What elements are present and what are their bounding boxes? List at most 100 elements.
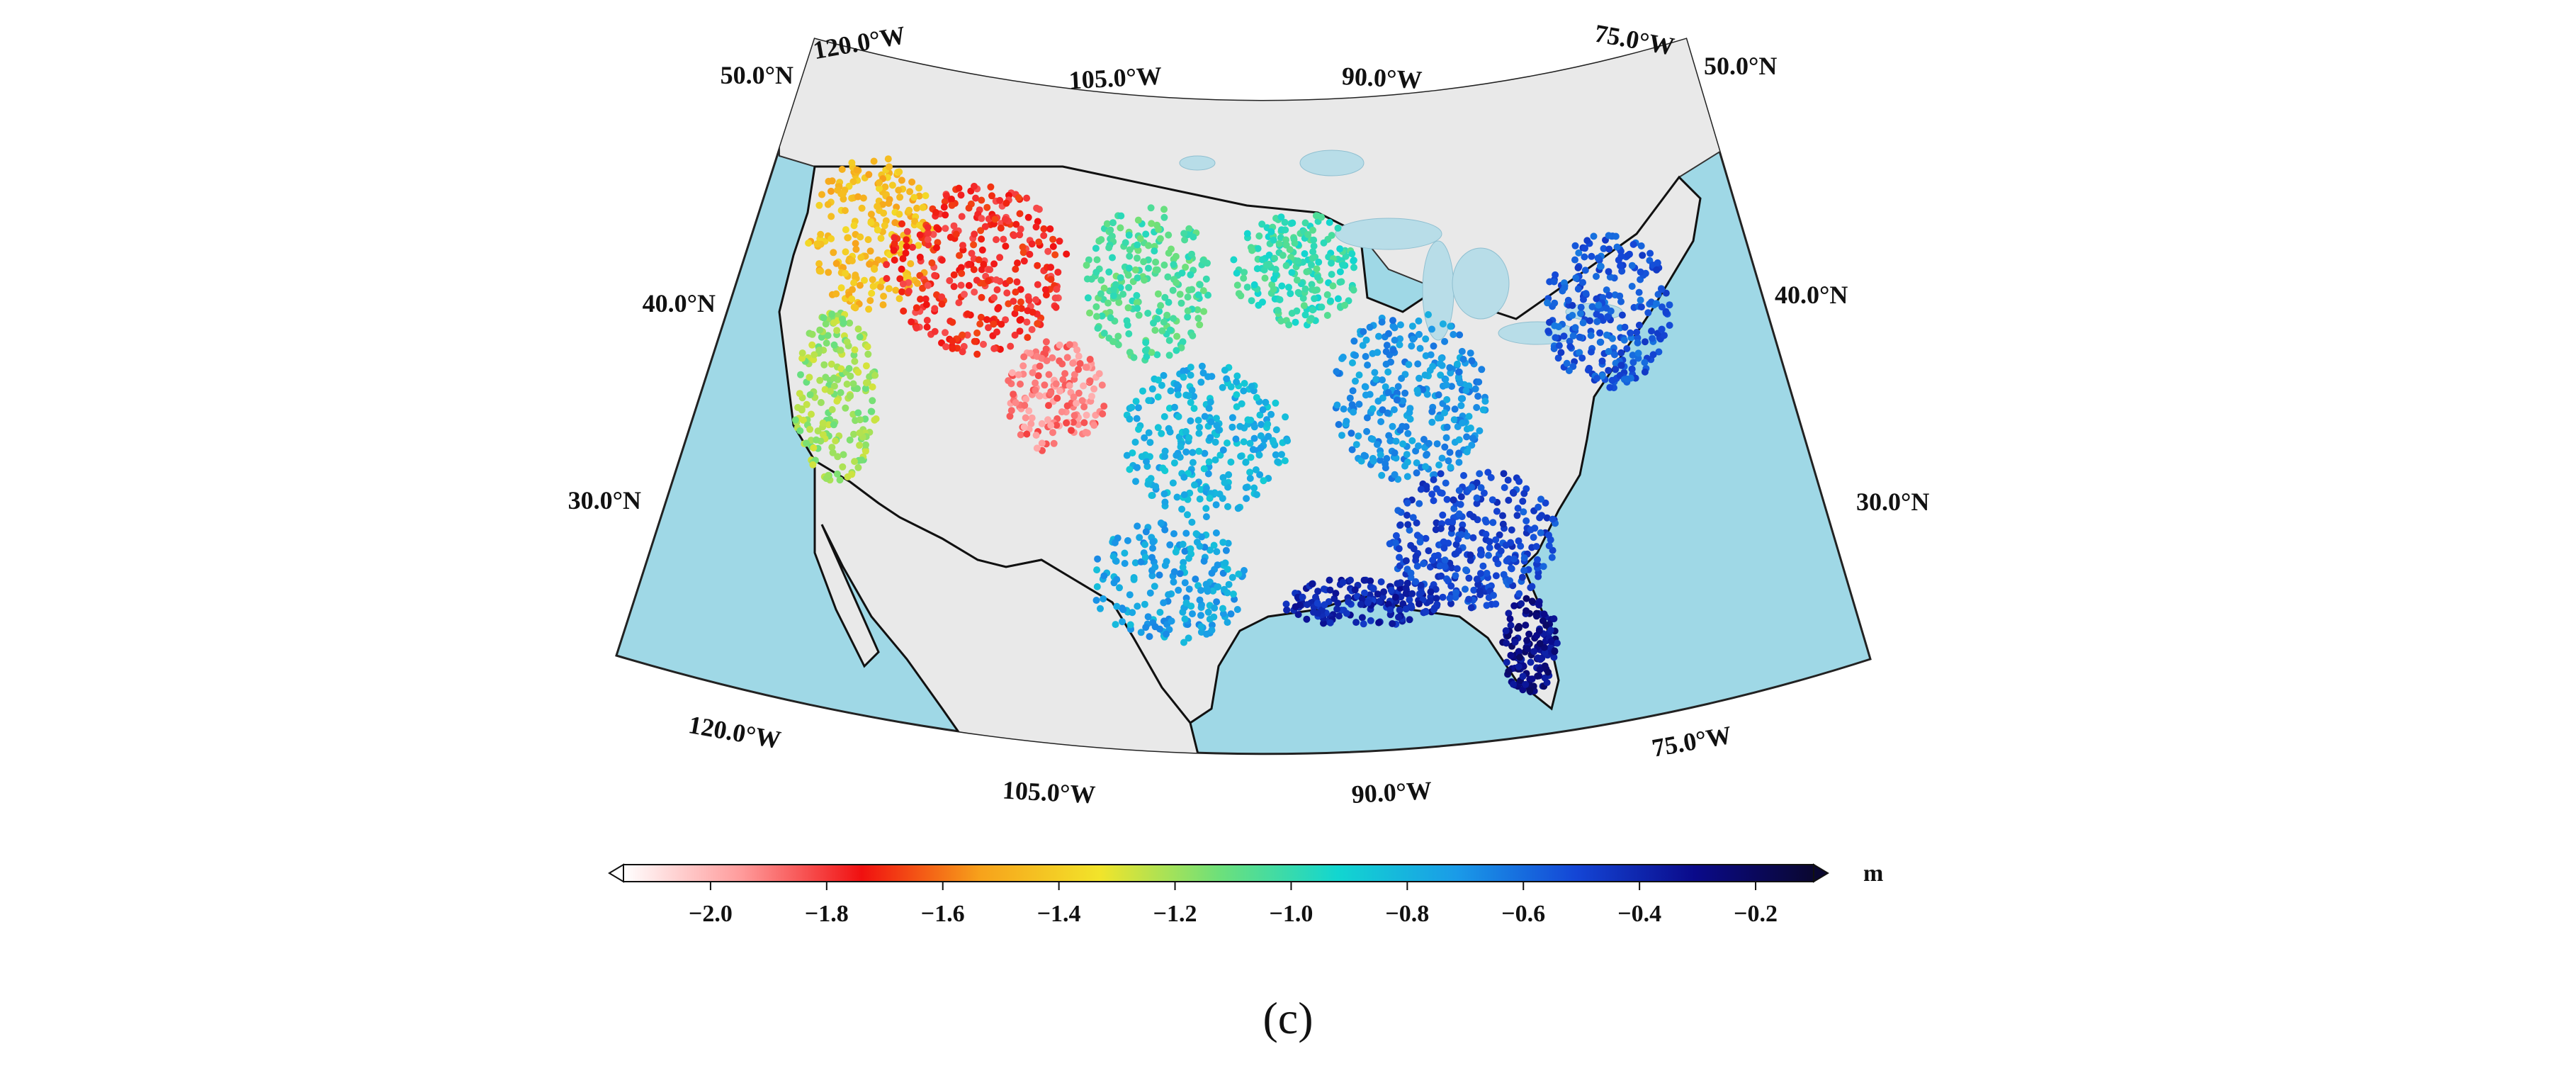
lat-label-left-30: 30.0°N: [568, 486, 641, 515]
station-point: [1204, 291, 1211, 299]
station-point: [806, 425, 814, 433]
station-point: [1386, 606, 1394, 614]
station-point: [1462, 585, 1469, 593]
station-point: [1499, 520, 1507, 528]
station-point: [1134, 241, 1141, 249]
station-point: [1125, 264, 1133, 272]
station-point: [880, 209, 888, 217]
station-point: [1242, 459, 1250, 466]
station-point: [1016, 231, 1024, 239]
station-point: [1391, 471, 1399, 478]
station-point: [1482, 530, 1490, 538]
station-point: [1093, 256, 1101, 264]
station-point: [1233, 269, 1241, 277]
station-point: [1366, 391, 1374, 398]
station-point: [1100, 330, 1108, 337]
station-point: [844, 234, 852, 242]
station-point: [1506, 615, 1514, 623]
station-point: [1299, 593, 1306, 601]
station-point: [1432, 526, 1440, 534]
station-point: [796, 427, 804, 434]
station-point: [1165, 249, 1173, 257]
station-point: [820, 361, 828, 369]
lon-label-bottom-90: 90.0°W: [1351, 776, 1433, 809]
station-point: [827, 388, 835, 395]
station-point: [1134, 522, 1141, 530]
station-point: [1455, 547, 1462, 555]
station-point: [1032, 296, 1040, 303]
station-point: [1110, 286, 1117, 293]
station-point: [1160, 262, 1168, 269]
station-point: [1002, 316, 1010, 324]
station-point: [1455, 487, 1463, 495]
station-point: [998, 320, 1005, 328]
station-point: [978, 293, 985, 301]
station-point: [1396, 521, 1404, 529]
station-point: [1336, 268, 1344, 276]
station-point: [1156, 609, 1164, 616]
station-point: [898, 288, 906, 296]
station-point: [1605, 291, 1613, 299]
station-point: [1128, 403, 1136, 411]
station-point: [1300, 302, 1308, 310]
station-point: [1136, 235, 1144, 242]
station-point: [1457, 395, 1465, 403]
station-point: [1339, 262, 1347, 269]
station-point: [1056, 357, 1063, 365]
station-point: [955, 184, 963, 192]
station-point: [1046, 225, 1054, 232]
station-point: [883, 275, 891, 282]
station-point: [1252, 466, 1260, 473]
station-point: [848, 295, 856, 303]
station-point: [896, 275, 904, 283]
station-point: [1202, 275, 1210, 283]
station-point: [1061, 370, 1069, 378]
station-point: [1571, 324, 1579, 332]
station-point: [1504, 476, 1512, 484]
station-point: [1347, 576, 1354, 584]
station-point: [1270, 439, 1277, 446]
station-point: [1480, 489, 1488, 497]
lon-label-bottom-120: 120.0°W: [687, 710, 783, 754]
station-point: [1596, 262, 1604, 270]
station-point: [1198, 533, 1206, 541]
station-point: [1509, 488, 1517, 496]
station-point: [1275, 240, 1283, 247]
station-point: [1250, 484, 1258, 492]
station-point: [1126, 252, 1134, 260]
colorbar-tick-label: −0.6: [1501, 901, 1545, 927]
station-point: [1090, 385, 1098, 393]
station-point: [1180, 230, 1188, 237]
station-point: [839, 463, 847, 471]
station-point: [1291, 240, 1299, 247]
station-point: [1123, 451, 1131, 459]
station-point: [1219, 446, 1227, 454]
station-point: [1160, 412, 1168, 420]
station-point: [1114, 332, 1122, 340]
station-point: [837, 284, 845, 292]
station-point: [1360, 620, 1367, 628]
station-point: [1206, 495, 1214, 502]
station-point: [1293, 276, 1301, 284]
station-point: [1476, 570, 1484, 578]
station-point: [1151, 327, 1159, 334]
station-point: [1577, 310, 1584, 318]
station-point: [980, 340, 987, 348]
station-point: [1328, 259, 1335, 267]
station-point: [1017, 225, 1024, 233]
station-point: [1450, 496, 1457, 504]
station-point: [947, 233, 954, 241]
station-point: [1170, 530, 1177, 538]
station-point: [1202, 484, 1210, 492]
station-point: [1412, 553, 1420, 561]
station-point: [1641, 359, 1649, 366]
station-point: [1440, 538, 1447, 546]
station-point: [996, 254, 1004, 262]
station-point: [815, 267, 823, 275]
station-point: [1176, 291, 1184, 298]
station-point: [1421, 371, 1429, 379]
station-point: [1029, 308, 1036, 316]
station-point: [1145, 397, 1153, 405]
station-point: [1219, 495, 1226, 502]
station-point: [1146, 439, 1154, 446]
